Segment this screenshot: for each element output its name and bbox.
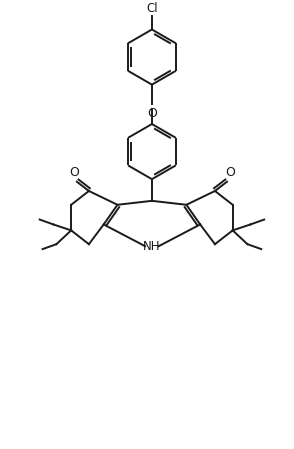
Text: O: O [69,166,79,179]
Text: O: O [225,166,235,179]
Text: O: O [147,107,157,120]
Text: Cl: Cl [146,2,158,15]
Text: NH: NH [143,240,161,253]
